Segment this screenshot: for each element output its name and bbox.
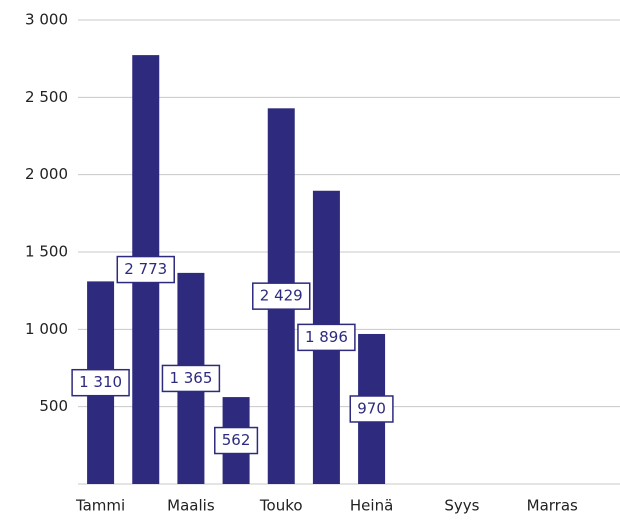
value-label: 2 429 <box>260 287 303 305</box>
value-label: 562 <box>222 431 251 449</box>
value-label: 1 896 <box>305 328 348 346</box>
x-tick-label: Tammi <box>75 497 125 515</box>
x-tick-label: Marras <box>527 497 578 515</box>
y-tick-label: 2 000 <box>25 165 68 183</box>
value-label: 2 773 <box>124 260 167 278</box>
x-tick-label: Touko <box>259 497 303 515</box>
value-label-box <box>161 364 221 393</box>
value-label-box <box>252 282 311 310</box>
x-tick-label: Maalis <box>167 497 215 515</box>
y-tick-label: 500 <box>39 397 68 415</box>
value-label-box <box>297 323 356 352</box>
value-label-box <box>349 395 394 423</box>
value-label-box <box>214 426 259 455</box>
y-tick-label: 3 000 <box>25 11 68 29</box>
x-tick-label: Heinä <box>350 497 393 515</box>
value-label: 970 <box>357 399 386 417</box>
value-label: 1 365 <box>169 369 212 387</box>
x-tick-label: Syys <box>444 497 479 515</box>
value-label-box <box>71 368 130 397</box>
y-tick-label: 1 000 <box>25 320 68 338</box>
y-tick-label: 1 500 <box>25 243 68 261</box>
y-tick-label: 2 500 <box>25 88 68 106</box>
value-label: 1 310 <box>79 373 122 391</box>
value-label-box <box>116 255 175 284</box>
